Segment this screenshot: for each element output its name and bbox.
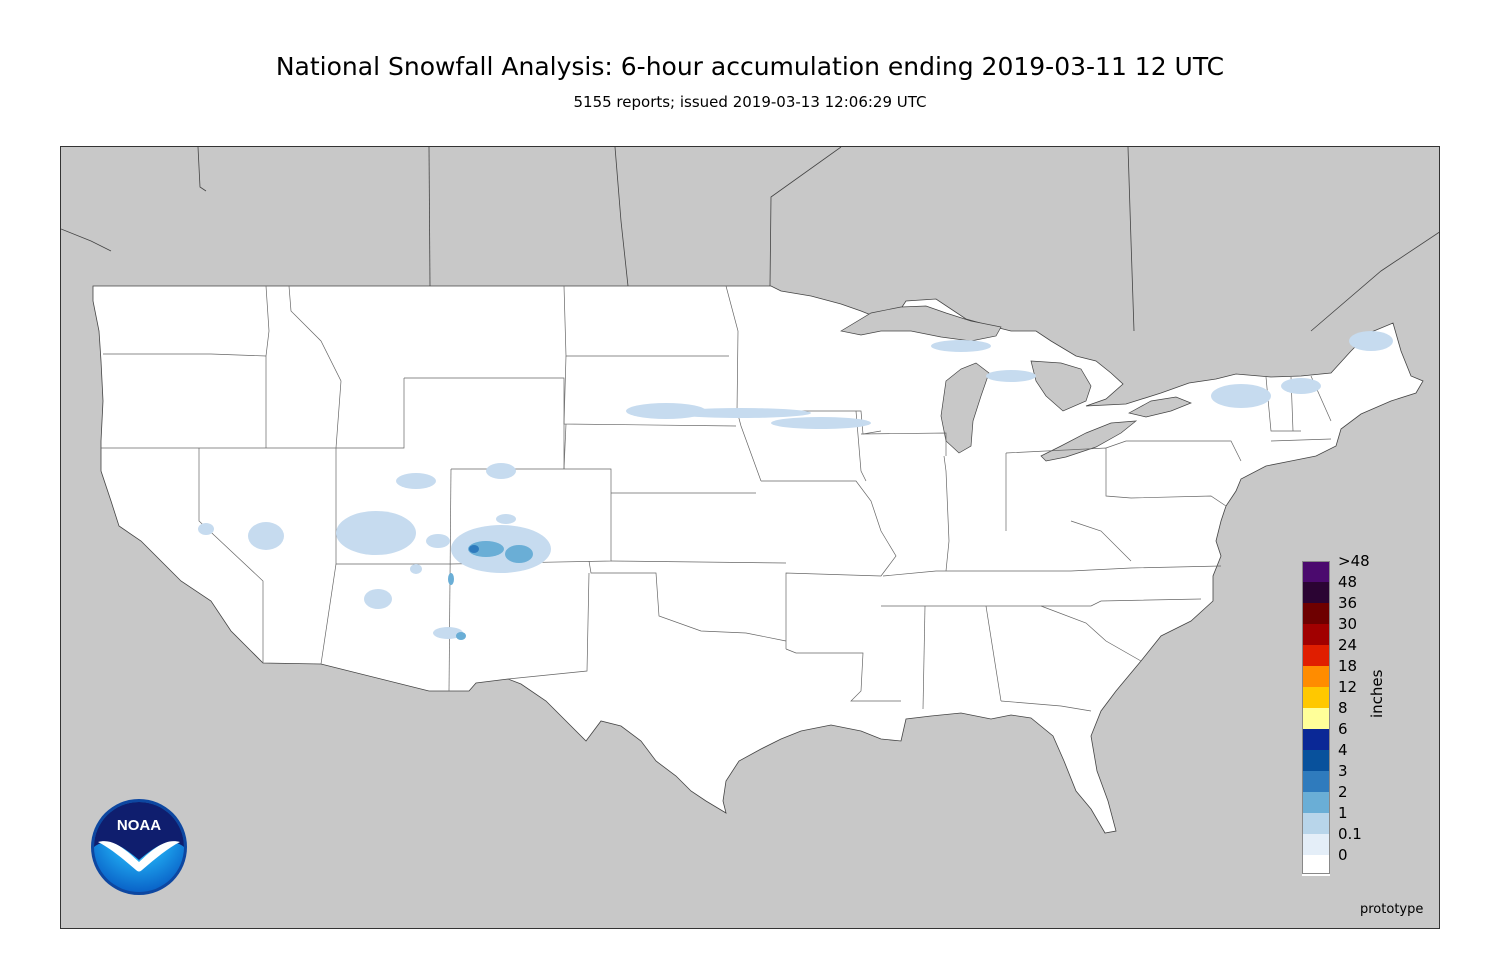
conus-landmass: [92, 285, 1424, 834]
legend-swatch: [1302, 813, 1330, 834]
legend-swatch: [1302, 834, 1330, 855]
snowfall-light: [198, 331, 1393, 639]
legend-label: >48: [1338, 552, 1370, 570]
legend-swatch: [1302, 666, 1330, 687]
legend-label: 48: [1338, 573, 1358, 591]
foreign-boundaries: [61, 147, 1439, 332]
legend-label: 6: [1338, 720, 1348, 738]
legend-label: 2: [1338, 783, 1348, 801]
legend-swatch: [1302, 624, 1330, 645]
legend-swatch: [1302, 771, 1330, 792]
map-subtitle: 5155 reports; issued 2019-03-13 12:06:29…: [573, 93, 927, 111]
great-lakes: [840, 305, 1192, 462]
legend-swatch: [1302, 582, 1330, 603]
snowfall-moderate: [448, 541, 533, 640]
legend-swatch: [1302, 792, 1330, 813]
snowfall-map[interactable]: [60, 146, 1440, 929]
map-title: National Snowfall Analysis: 6-hour accum…: [275, 52, 1225, 81]
legend-swatch: [1302, 855, 1330, 876]
legend-label: 12: [1338, 678, 1358, 696]
legend-label: 0: [1338, 846, 1348, 864]
snowfall-heavy: [469, 545, 479, 553]
noaa-logo: NOAA: [90, 798, 188, 896]
legend-units-label: inches: [1368, 669, 1386, 718]
legend-swatch: [1302, 708, 1330, 729]
legend-label: 1: [1338, 804, 1348, 822]
legend-label: 4: [1338, 741, 1348, 759]
legend-label: 0.1: [1338, 825, 1362, 843]
legend-label: 30: [1338, 615, 1358, 633]
legend-label: 36: [1338, 594, 1358, 612]
legend-label: 18: [1338, 657, 1358, 675]
legend-label: 8: [1338, 699, 1348, 717]
legend-swatch: [1302, 645, 1330, 666]
logo-text: NOAA: [117, 817, 161, 834]
legend-swatch: [1302, 561, 1330, 582]
legend-swatch: [1302, 750, 1330, 771]
legend-swatch: [1302, 729, 1330, 750]
prototype-label: prototype: [1360, 902, 1424, 917]
legend-swatch: [1302, 687, 1330, 708]
legend-label: 24: [1338, 636, 1358, 654]
legend-swatch: [1302, 603, 1330, 624]
legend-label: 3: [1338, 762, 1348, 780]
